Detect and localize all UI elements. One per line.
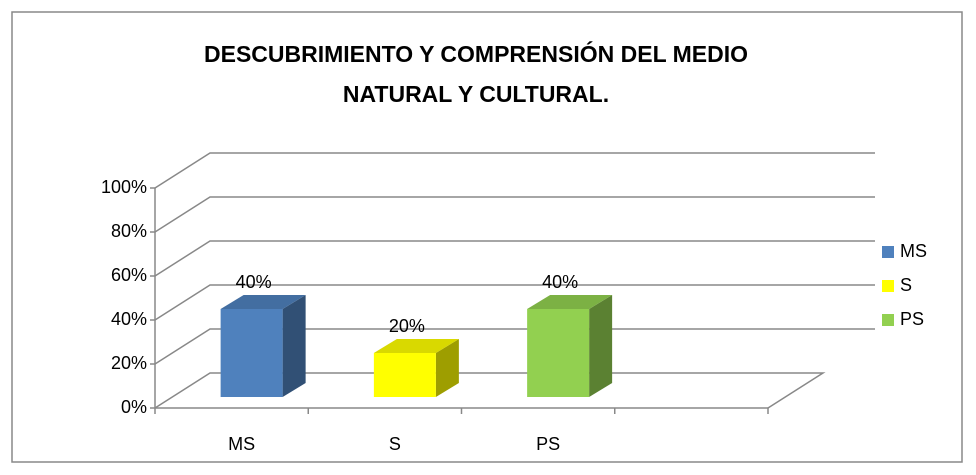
- bar: [373, 339, 459, 397]
- bar-face: [527, 295, 613, 309]
- legend-swatch: [882, 280, 894, 292]
- x-tick-label: S: [389, 434, 401, 454]
- legend-label: MS: [900, 241, 927, 261]
- grid-line: [154, 284, 875, 321]
- data-label: 20%: [389, 316, 425, 336]
- y-tick-label: 20%: [111, 353, 147, 373]
- bar-face: [373, 339, 459, 353]
- bar-face: [373, 353, 436, 397]
- bar: [527, 295, 613, 397]
- y-tick-label: 40%: [111, 309, 147, 329]
- legend-label: S: [900, 275, 912, 295]
- legend-swatch: [882, 314, 894, 326]
- grid-line: [154, 240, 875, 277]
- legend-swatch: [882, 246, 894, 258]
- grid-line: [154, 328, 875, 365]
- y-tick-label: 0%: [121, 397, 147, 417]
- bar-face: [589, 295, 613, 397]
- legend-label: PS: [900, 309, 924, 329]
- floor: [154, 372, 826, 409]
- bar-face: [282, 295, 306, 397]
- data-label: 40%: [236, 272, 272, 292]
- bar-face: [220, 309, 283, 397]
- chart-frame: [11, 11, 963, 463]
- bar: [220, 295, 306, 397]
- bar-face: [435, 339, 459, 397]
- grid-line: [154, 196, 875, 233]
- x-tick-label: MS: [228, 434, 255, 454]
- x-tick-label: PS: [536, 434, 560, 454]
- chart-title: DESCUBRIMIENTO Y COMPRENSIÓN DEL MEDIO: [204, 40, 748, 67]
- y-tick-label: 80%: [111, 221, 147, 241]
- grid-line: [154, 152, 875, 189]
- bar-face: [527, 309, 590, 397]
- bar-face: [220, 295, 306, 309]
- chart-title: NATURAL Y CULTURAL.: [343, 81, 609, 107]
- y-tick-label: 100%: [101, 177, 147, 197]
- y-tick-label: 60%: [111, 265, 147, 285]
- data-label: 40%: [542, 272, 578, 292]
